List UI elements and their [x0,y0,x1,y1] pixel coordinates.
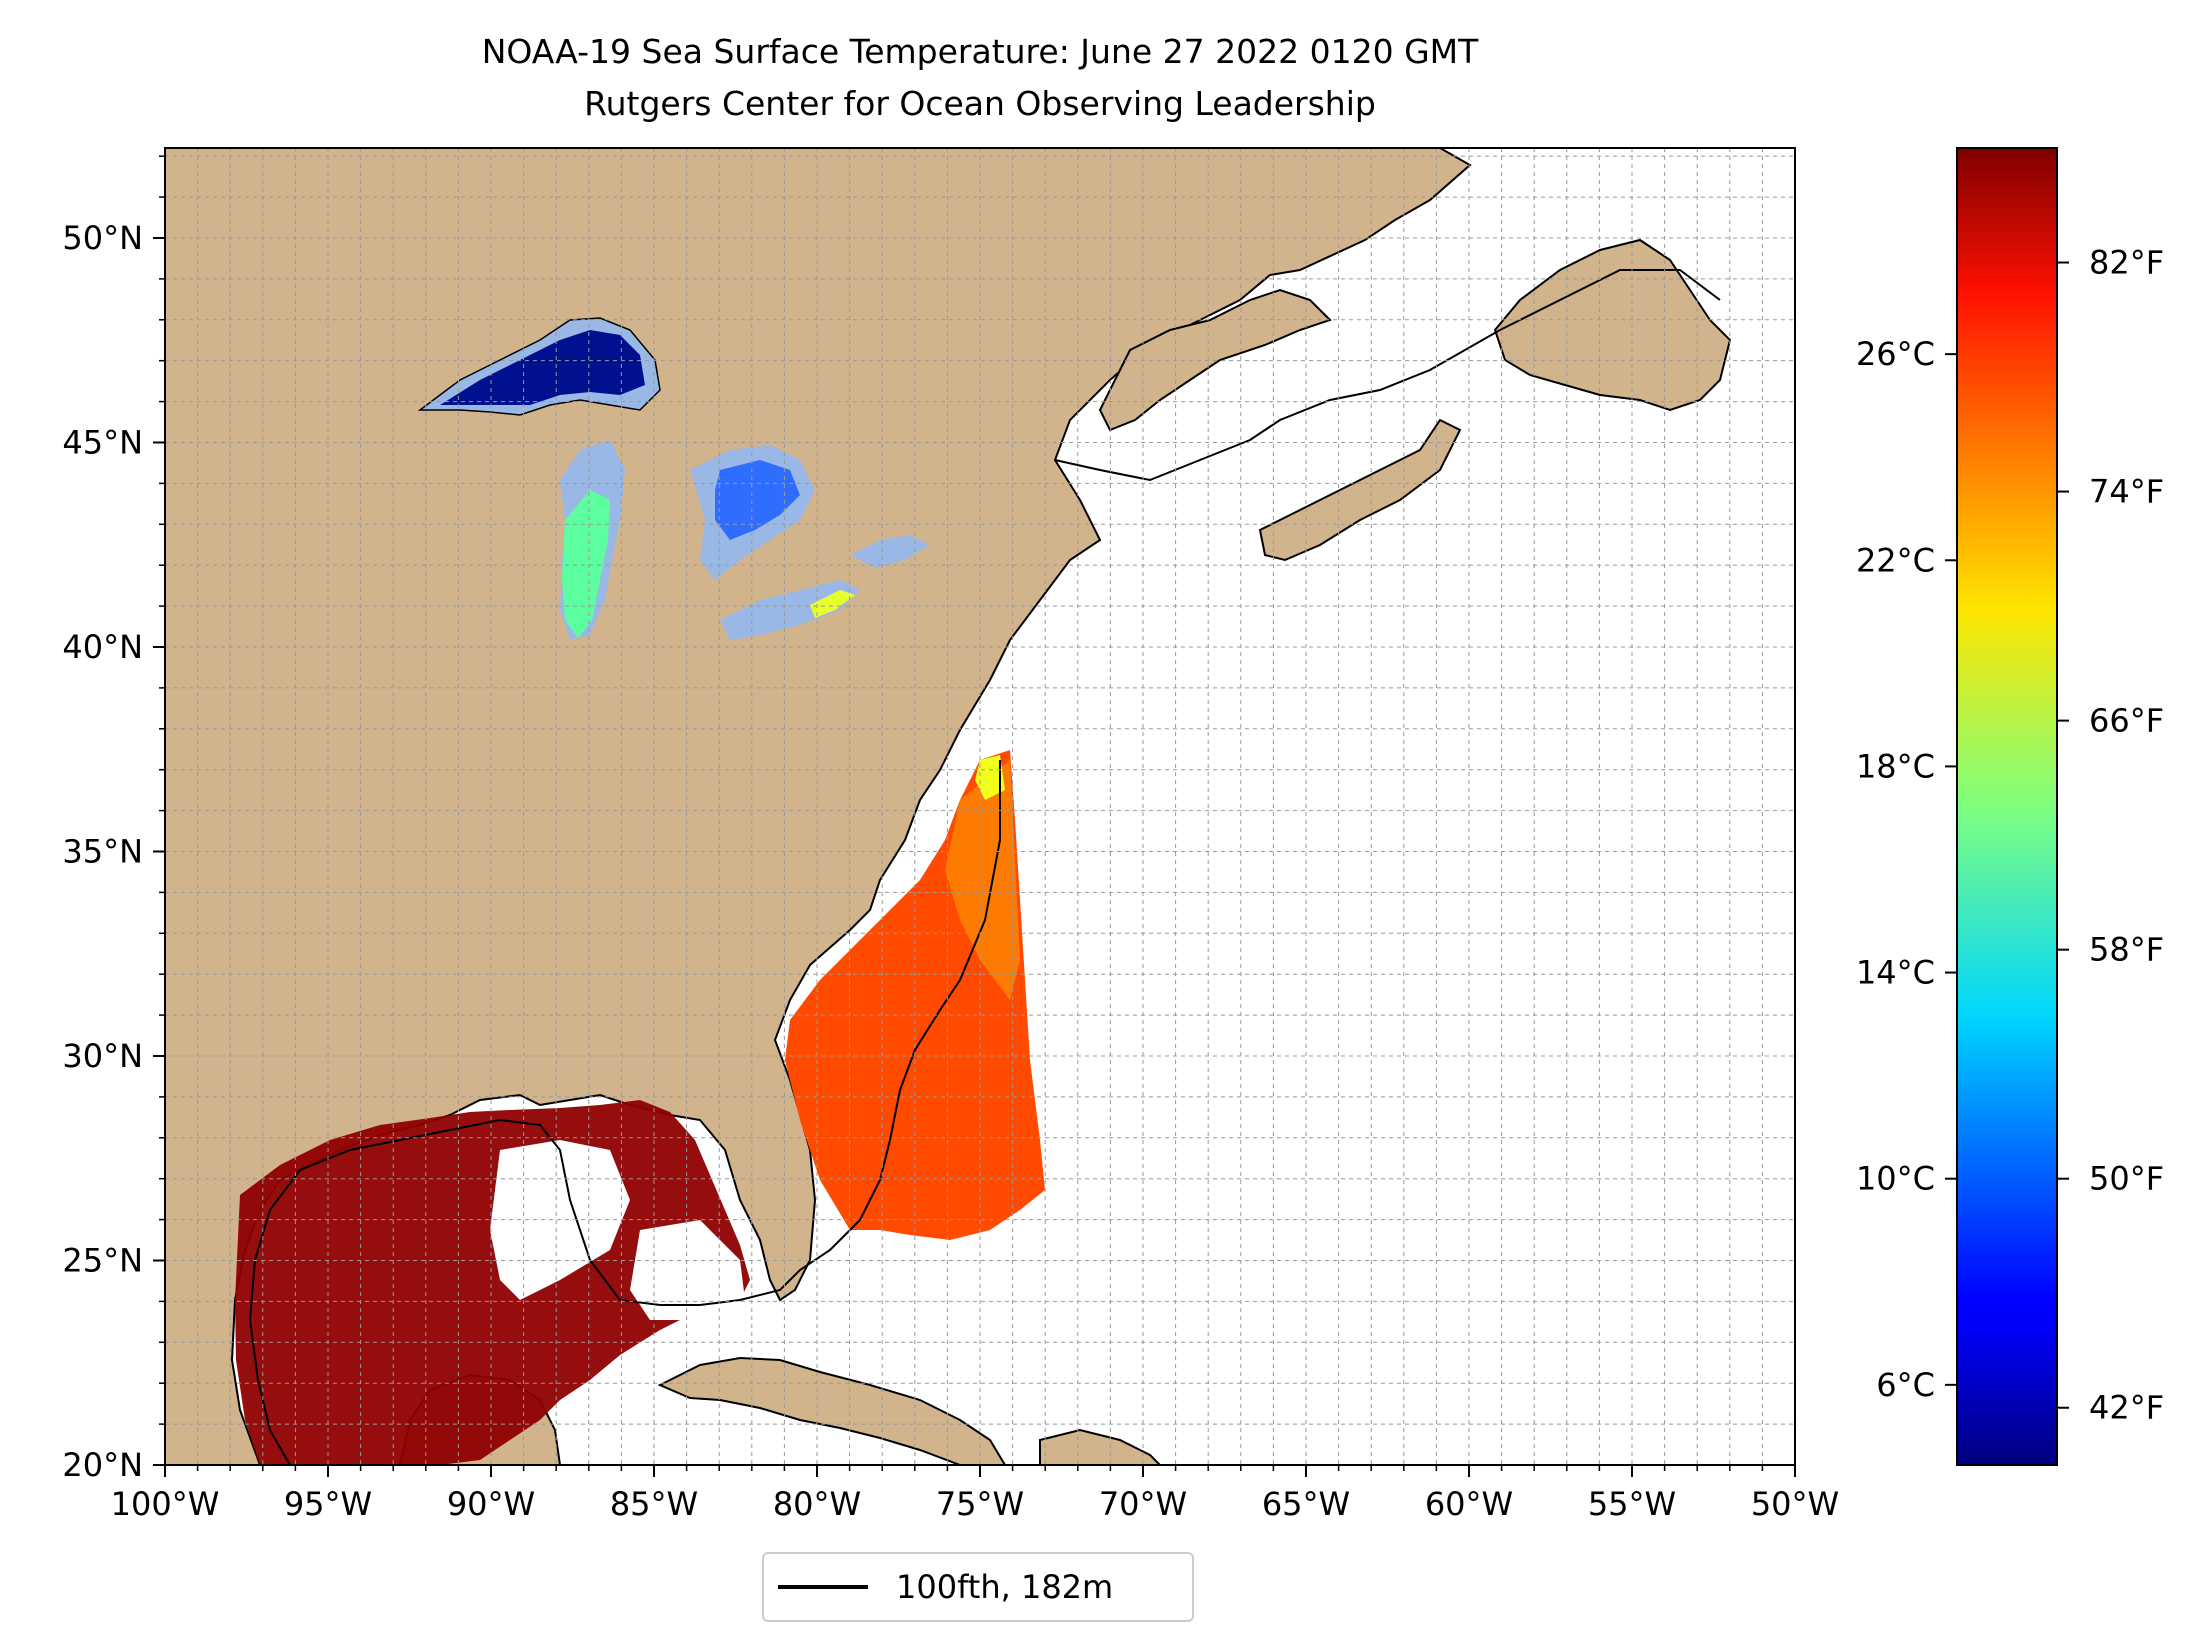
lat-tick-label: 25°N [62,1241,143,1279]
nova-scotia-landmass [1258,418,1462,562]
hispaniola-landmass [1039,1428,1162,1465]
celsius-tick-label: 26°C [1856,335,1935,373]
lat-tick-label: 45°N [62,423,143,461]
lon-tick-label: 55°W [1588,1485,1676,1523]
fahrenheit-tick-label: 74°F [2089,473,2164,511]
lon-tick-label: 85°W [610,1485,698,1523]
graticule [165,148,1795,1465]
celsius-tick-label: 18°C [1856,747,1935,785]
fahrenheit-tick-label: 58°F [2089,931,2164,969]
lake-erie-sst [810,590,855,618]
lon-tick-label: 60°W [1425,1485,1513,1523]
legend: 100fth, 182m [762,1552,1194,1622]
celsius-tick-label: 22°C [1856,541,1935,579]
atlantic-sst-cool [975,755,1005,800]
map-title: NOAA-19 Sea Surface Temperature: June 27… [481,32,1479,71]
map-area [165,148,1795,1465]
lake-ontario [850,535,930,568]
lake-huron-sst [715,460,800,540]
gulf-cloud-gap-east [630,1220,745,1320]
celsius-tick-label: 6°C [1876,1366,1935,1404]
lat-tick-label: 30°N [62,1037,143,1075]
lon-tick-label: 50°W [1751,1485,1839,1523]
celsius-tick-label: 10°C [1856,1160,1935,1198]
lat-tick-label: 50°N [62,219,143,257]
legend-line-swatch [778,1585,868,1589]
newfoundland-landmass [1493,238,1732,412]
map-subtitle: Rutgers Center for Ocean Observing Leade… [584,84,1376,123]
fahrenheit-tick-label: 82°F [2089,244,2164,282]
fahrenheit-tick-label: 42°F [2089,1389,2164,1427]
contour-100fth [248,269,1721,1465]
lat-tick-label: 20°N [62,1446,143,1484]
fahrenheit-tick-label: 66°F [2089,702,2164,740]
legend-label: 100fth, 182m [896,1568,1114,1606]
fahrenheit-tick-label: 50°F [2089,1160,2164,1198]
lon-tick-label: 75°W [936,1485,1024,1523]
cuba-landmass [657,1356,1007,1465]
lon-tick-label: 100°W [111,1485,220,1523]
lake-michigan-sst [562,490,610,638]
lon-tick-label: 90°W [447,1485,535,1523]
lake-superior-sst [440,330,645,405]
lat-tick-label: 35°N [62,832,143,870]
lon-tick-label: 95°W [284,1485,372,1523]
axis-ticks: 100°W 95°W 90°W 85°W 80°W 75°W 70°W 65°W 60°W 55°… [62,155,1839,1523]
celsius-tick-label: 14°C [1856,954,1935,992]
lon-tick-label: 80°W [773,1485,861,1523]
colorbar [1956,147,2058,1466]
atlantic-sst-warm [945,760,1020,1000]
maritime-provinces-landmass [1098,288,1332,432]
lake-erie [720,580,860,640]
lon-tick-label: 70°W [1099,1485,1187,1523]
colorbar-ticks: 42°F 50°F 58°F 66°F 74°F 82°F 6°C 10°C 14°C 18°C 2… [1856,244,2164,1427]
lat-tick-label: 40°N [62,628,143,666]
lon-tick-label: 65°W [1262,1485,1350,1523]
